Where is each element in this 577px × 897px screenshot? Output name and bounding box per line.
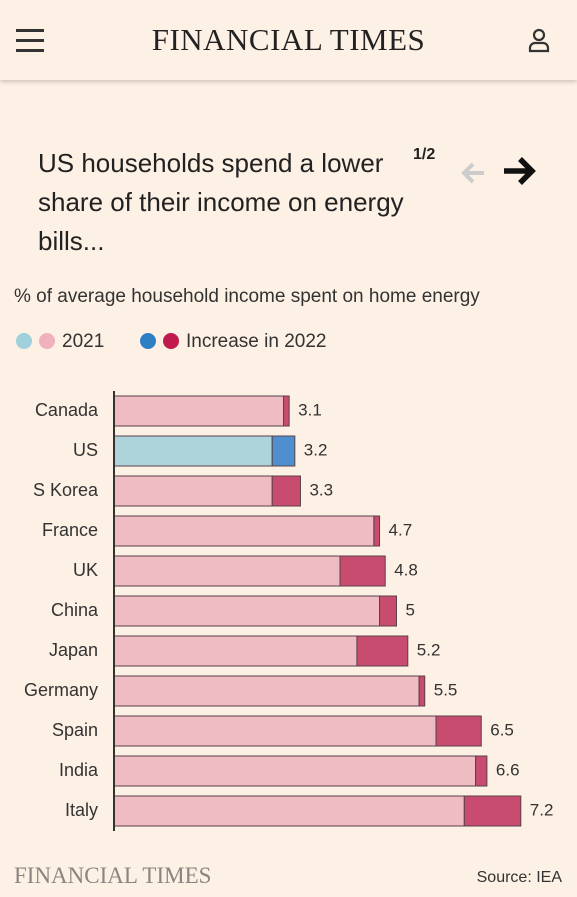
y-tick-label: Canada — [35, 400, 99, 420]
bar-segment — [113, 395, 284, 427]
value-label: 4.7 — [389, 520, 413, 539]
bar-segment — [113, 435, 273, 467]
legend-label: Increase in 2022 — [186, 331, 327, 352]
y-tick-label: Japan — [49, 640, 98, 660]
value-label: 6.5 — [490, 720, 514, 739]
menu-button[interactable] — [14, 26, 46, 54]
bar-segment — [339, 555, 386, 587]
bar-segment — [418, 675, 426, 707]
bar-segment — [113, 475, 273, 507]
bar-segment — [271, 435, 296, 467]
legend-swatch — [16, 333, 32, 349]
bar-segment — [271, 475, 301, 507]
y-tick-label: S Korea — [33, 480, 99, 500]
y-tick-label: China — [51, 600, 99, 620]
bar-segment — [113, 675, 420, 707]
next-button[interactable] — [500, 152, 540, 190]
y-tick-label: Germany — [24, 680, 98, 700]
bar-segment — [113, 555, 341, 587]
bar-segment — [113, 795, 465, 827]
legend-swatch — [163, 333, 179, 349]
value-label: 5.5 — [434, 680, 458, 699]
previous-button[interactable] — [458, 156, 490, 190]
legend-swatch — [39, 333, 55, 349]
header: FINANCIAL TIMES — [0, 0, 577, 80]
bar-segment — [113, 635, 358, 667]
chart-subtitle: % of average household income spent on h… — [14, 286, 480, 307]
y-tick-label: France — [42, 520, 98, 540]
value-label: 5.2 — [417, 640, 441, 659]
y-tick-label: US — [73, 440, 98, 460]
bar-segment — [435, 715, 482, 747]
value-label: 3.2 — [304, 440, 328, 459]
bar-segment — [475, 755, 488, 787]
source: Source: IEA — [476, 869, 562, 886]
value-label: 3.1 — [298, 400, 322, 419]
value-label: 7.2 — [530, 800, 554, 819]
legend-swatch — [140, 333, 156, 349]
chart-title: US households spend a lower share of the… — [38, 148, 404, 256]
value-label: 4.8 — [394, 560, 418, 579]
y-tick-label: Spain — [52, 720, 98, 740]
bar-segment — [356, 635, 409, 667]
bar-segment — [113, 755, 477, 787]
y-tick-label: UK — [73, 560, 98, 580]
bar-segment — [373, 515, 381, 547]
y-tick-label: Italy — [65, 800, 98, 820]
page-indicator: 1/2 — [413, 146, 436, 163]
account-button[interactable] — [526, 26, 552, 54]
bar-segment — [463, 795, 522, 827]
y-tick-label: India — [59, 760, 99, 780]
bar-segment — [379, 595, 397, 627]
legend-label: 2021 — [62, 331, 104, 352]
bar-segment — [283, 395, 290, 427]
value-label: 6.6 — [496, 760, 520, 779]
logo: FINANCIAL TIMES — [151, 22, 426, 57]
footer-logo: FINANCIAL TIMES — [14, 863, 212, 888]
bar-segment — [113, 515, 375, 547]
bar-segment — [113, 595, 381, 627]
bar-segment — [113, 715, 437, 747]
value-label: 5 — [406, 600, 415, 619]
value-label: 3.3 — [309, 480, 333, 499]
